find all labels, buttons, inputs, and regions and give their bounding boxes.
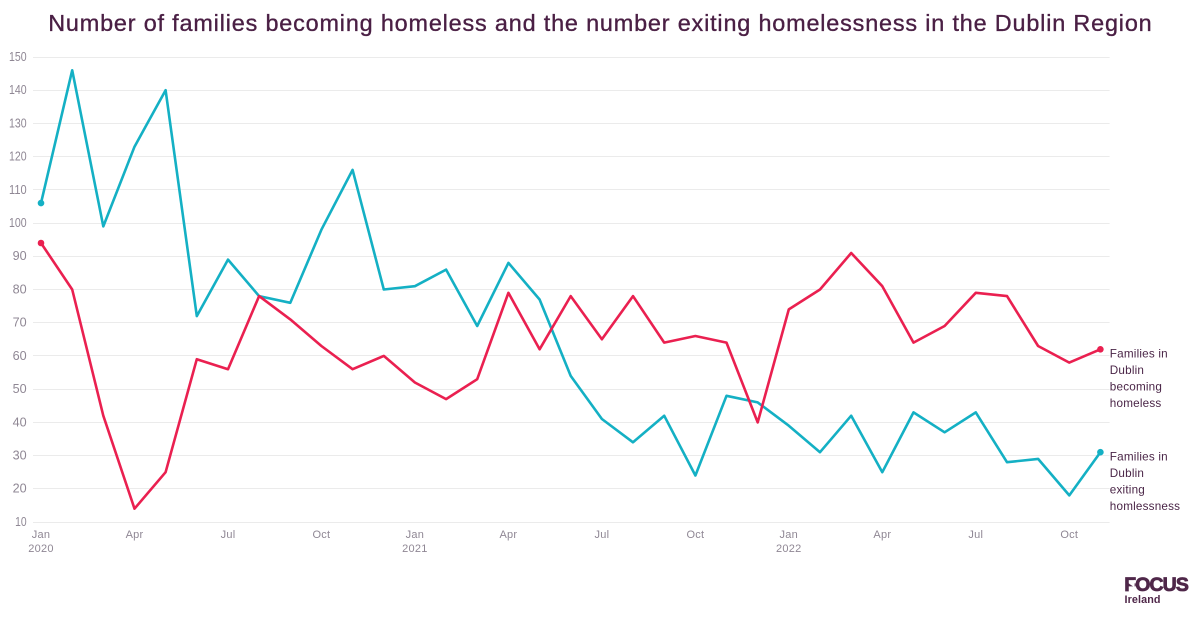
svg-text:Families in: Families in (1110, 451, 1168, 464)
svg-text:Dublin: Dublin (1110, 467, 1144, 480)
svg-text:Apr: Apr (499, 529, 517, 541)
svg-text:110: 110 (9, 183, 27, 197)
svg-text:Dublin: Dublin (1110, 364, 1144, 377)
svg-text:Number of families becoming ho: Number of families becoming homeless and… (48, 10, 1152, 36)
svg-text:20: 20 (13, 482, 27, 496)
svg-text:130: 130 (9, 116, 27, 130)
svg-text:100: 100 (9, 216, 27, 230)
svg-text:Jan: Jan (406, 529, 425, 541)
svg-text:Apr: Apr (873, 529, 891, 541)
svg-text:homeless: homeless (1110, 397, 1162, 410)
svg-text:90: 90 (13, 249, 27, 263)
svg-text:70: 70 (13, 316, 27, 330)
svg-text:Ireland: Ireland (1125, 594, 1161, 606)
svg-text:50: 50 (13, 382, 27, 396)
svg-text:150: 150 (9, 50, 27, 64)
svg-text:Jul: Jul (221, 529, 236, 541)
svg-text:80: 80 (13, 282, 27, 296)
svg-text:Jul: Jul (594, 529, 609, 541)
svg-text:2022: 2022 (776, 543, 801, 555)
svg-text:Jul: Jul (968, 529, 983, 541)
svg-text:exiting: exiting (1110, 484, 1145, 497)
svg-text:Oct: Oct (686, 529, 704, 541)
svg-text:Apr: Apr (126, 529, 144, 541)
svg-text:2021: 2021 (402, 543, 427, 555)
svg-text:Jan: Jan (32, 529, 51, 541)
svg-text:60: 60 (13, 349, 27, 363)
svg-text:homlessness: homlessness (1110, 500, 1180, 513)
svg-text:Oct: Oct (312, 529, 330, 541)
svg-text:30: 30 (13, 449, 27, 463)
svg-text:140: 140 (9, 83, 27, 97)
svg-text:2020: 2020 (28, 543, 53, 555)
svg-text:Oct: Oct (1060, 529, 1078, 541)
svg-text:FOCUS: FOCUS (1124, 574, 1189, 596)
svg-text:Families in: Families in (1110, 347, 1168, 360)
svg-text:Jan: Jan (780, 529, 799, 541)
svg-text:120: 120 (9, 150, 27, 164)
svg-text:40: 40 (13, 415, 27, 429)
svg-text:10: 10 (15, 515, 27, 529)
svg-text:becoming: becoming (1110, 380, 1162, 393)
